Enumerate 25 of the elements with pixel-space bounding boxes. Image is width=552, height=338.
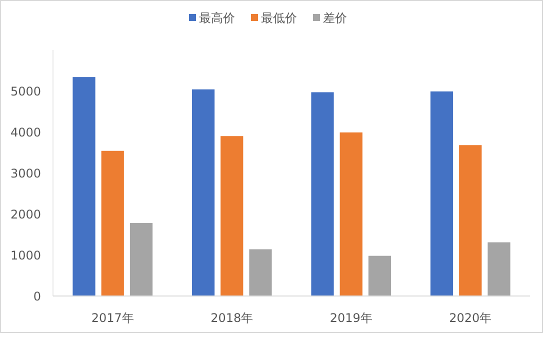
x-tick-label: 2020年 (449, 311, 492, 325)
legend-label: 最高价 (199, 11, 235, 25)
bar (340, 132, 362, 296)
y-tick-label: 3000 (10, 166, 41, 180)
bar (192, 89, 215, 296)
bar (459, 145, 482, 296)
x-tick-label: 2018年 (210, 311, 254, 325)
y-tick-label: 4000 (10, 126, 41, 140)
bar (72, 77, 96, 296)
bar (488, 242, 510, 296)
y-tick-label: 2000 (10, 208, 41, 222)
bar (130, 223, 153, 296)
y-tick-label: 0 (33, 290, 41, 304)
x-tick-label: 2017年 (91, 311, 134, 325)
bar (101, 150, 124, 296)
bar (249, 249, 272, 296)
bar (311, 92, 334, 296)
bar (430, 91, 454, 296)
legend-label: 差价 (323, 11, 347, 25)
bar (220, 136, 244, 296)
x-tick-label: 2019年 (330, 311, 372, 325)
y-tick-label: 1000 (10, 248, 41, 262)
legend-label: 最低价 (261, 11, 297, 25)
y-tick-label: 5000 (10, 84, 41, 98)
bar (368, 256, 392, 296)
